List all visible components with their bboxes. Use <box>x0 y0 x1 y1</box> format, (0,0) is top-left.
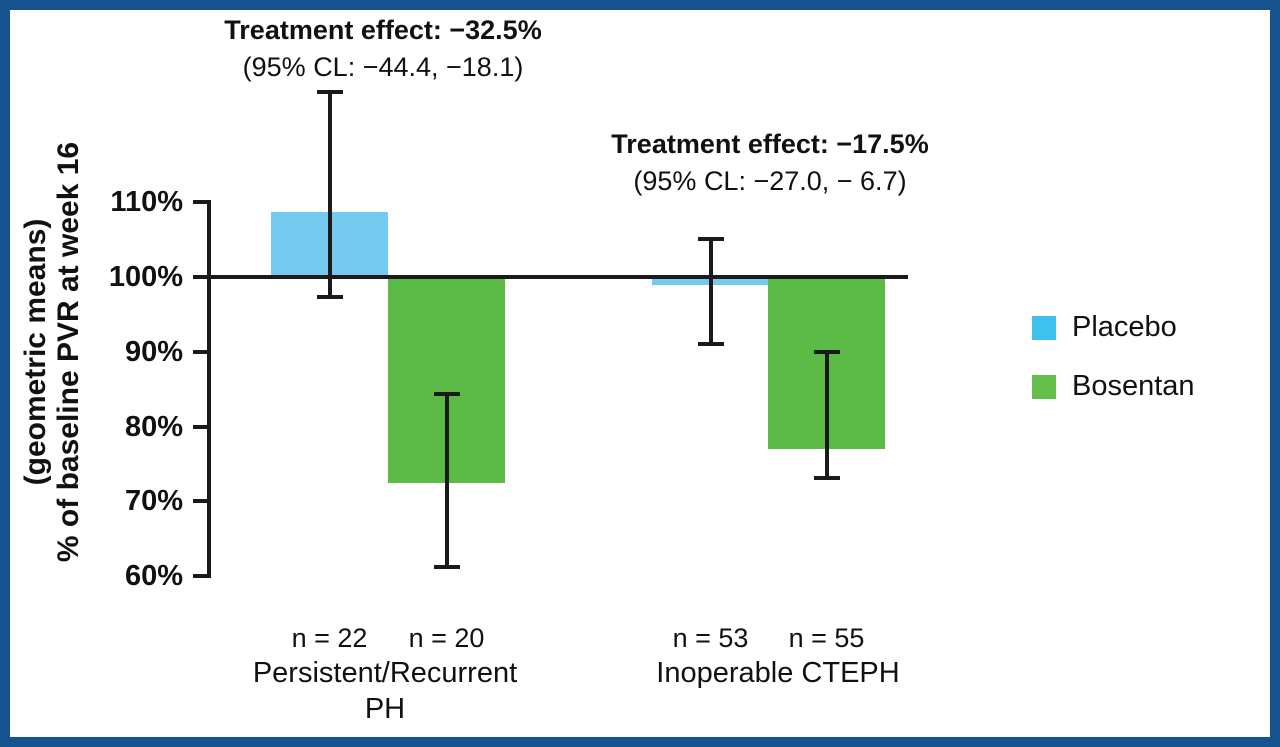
legend-item-bosentan: Bosentan <box>1032 370 1195 403</box>
placebo-swatch-icon <box>1032 315 1056 340</box>
error-bar-line <box>327 90 332 300</box>
error-bar-cap-bottom <box>697 341 724 346</box>
group-label-persistent-recurrent-ph: Persistent/Recurrent PH <box>185 655 585 727</box>
error-bar-cap-top <box>697 236 724 241</box>
error-bar-cap-top <box>433 392 460 397</box>
treatment-effect-line-group2: Treatment effect: −17.5% <box>510 126 1030 163</box>
error-bar-cap-top <box>813 350 840 355</box>
n-label: n = 22 <box>291 623 368 653</box>
y-tick <box>193 424 207 429</box>
confidence-interval-group2: (95% CL: −27.0, − 6.7) <box>633 166 907 196</box>
group-label-inoperable-cteph: Inoperable CTEPH <box>578 655 978 691</box>
error-bar-cap-bottom <box>316 295 343 300</box>
annotation-group2: Treatment effect: −17.5% (95% CL: −27.0,… <box>510 126 1030 200</box>
y-tick-label: 100% <box>108 261 183 293</box>
y-tick <box>193 200 207 205</box>
y-tick-label: 110% <box>110 186 183 219</box>
treatment-effect-value: −17.5% <box>836 129 929 159</box>
y-axis-title: (geometric means) % of baseline PVR at w… <box>19 72 85 632</box>
n-label: n = 20 <box>408 623 485 653</box>
y-axis-title-line1: (geometric means) <box>19 218 52 486</box>
y-tick-label: 70% <box>124 485 183 518</box>
bosentan-swatch-icon <box>1032 374 1056 399</box>
y-tick <box>193 349 207 354</box>
legend: Placebo Bosentan <box>1032 311 1195 403</box>
n-label: n = 53 <box>672 623 749 653</box>
y-tick <box>193 574 207 579</box>
baseline-100pct <box>207 275 908 279</box>
treatment-effect-label: Treatment effect: <box>611 129 829 159</box>
y-tick-label: 60% <box>124 560 183 593</box>
annotation-group1: Treatment effect: −32.5% (95% CL: −44.4,… <box>123 12 643 86</box>
y-tick-label: 80% <box>124 410 183 443</box>
error-bar-line <box>444 392 449 569</box>
treatment-effect-label: Treatment effect: <box>224 15 442 45</box>
n-label: n = 55 <box>788 623 865 653</box>
group-label-line1: Inoperable CTEPH <box>656 657 900 689</box>
y-axis-line <box>207 200 211 578</box>
y-tick <box>193 275 207 279</box>
error-bar-cap-bottom <box>433 564 460 569</box>
error-bar-cap-bottom <box>813 476 840 481</box>
confidence-interval-group1: (95% CL: −44.4, −18.1) <box>242 52 524 82</box>
legend-label-placebo: Placebo <box>1072 311 1177 343</box>
group-label-line2: PH <box>364 693 406 725</box>
y-tick <box>193 499 207 504</box>
treatment-effect-value: −32.5% <box>449 15 542 45</box>
y-tick-label: 90% <box>124 335 183 368</box>
error-bar-line <box>708 236 713 346</box>
error-bar-cap-top <box>316 90 343 94</box>
treatment-effect-line-group1: Treatment effect: −32.5% <box>123 12 643 49</box>
legend-item-placebo: Placebo <box>1032 311 1195 344</box>
error-bar-line <box>824 350 829 481</box>
group-label-line1: Persistent/Recurrent <box>252 657 518 689</box>
legend-label-bosentan: Bosentan <box>1072 370 1195 402</box>
